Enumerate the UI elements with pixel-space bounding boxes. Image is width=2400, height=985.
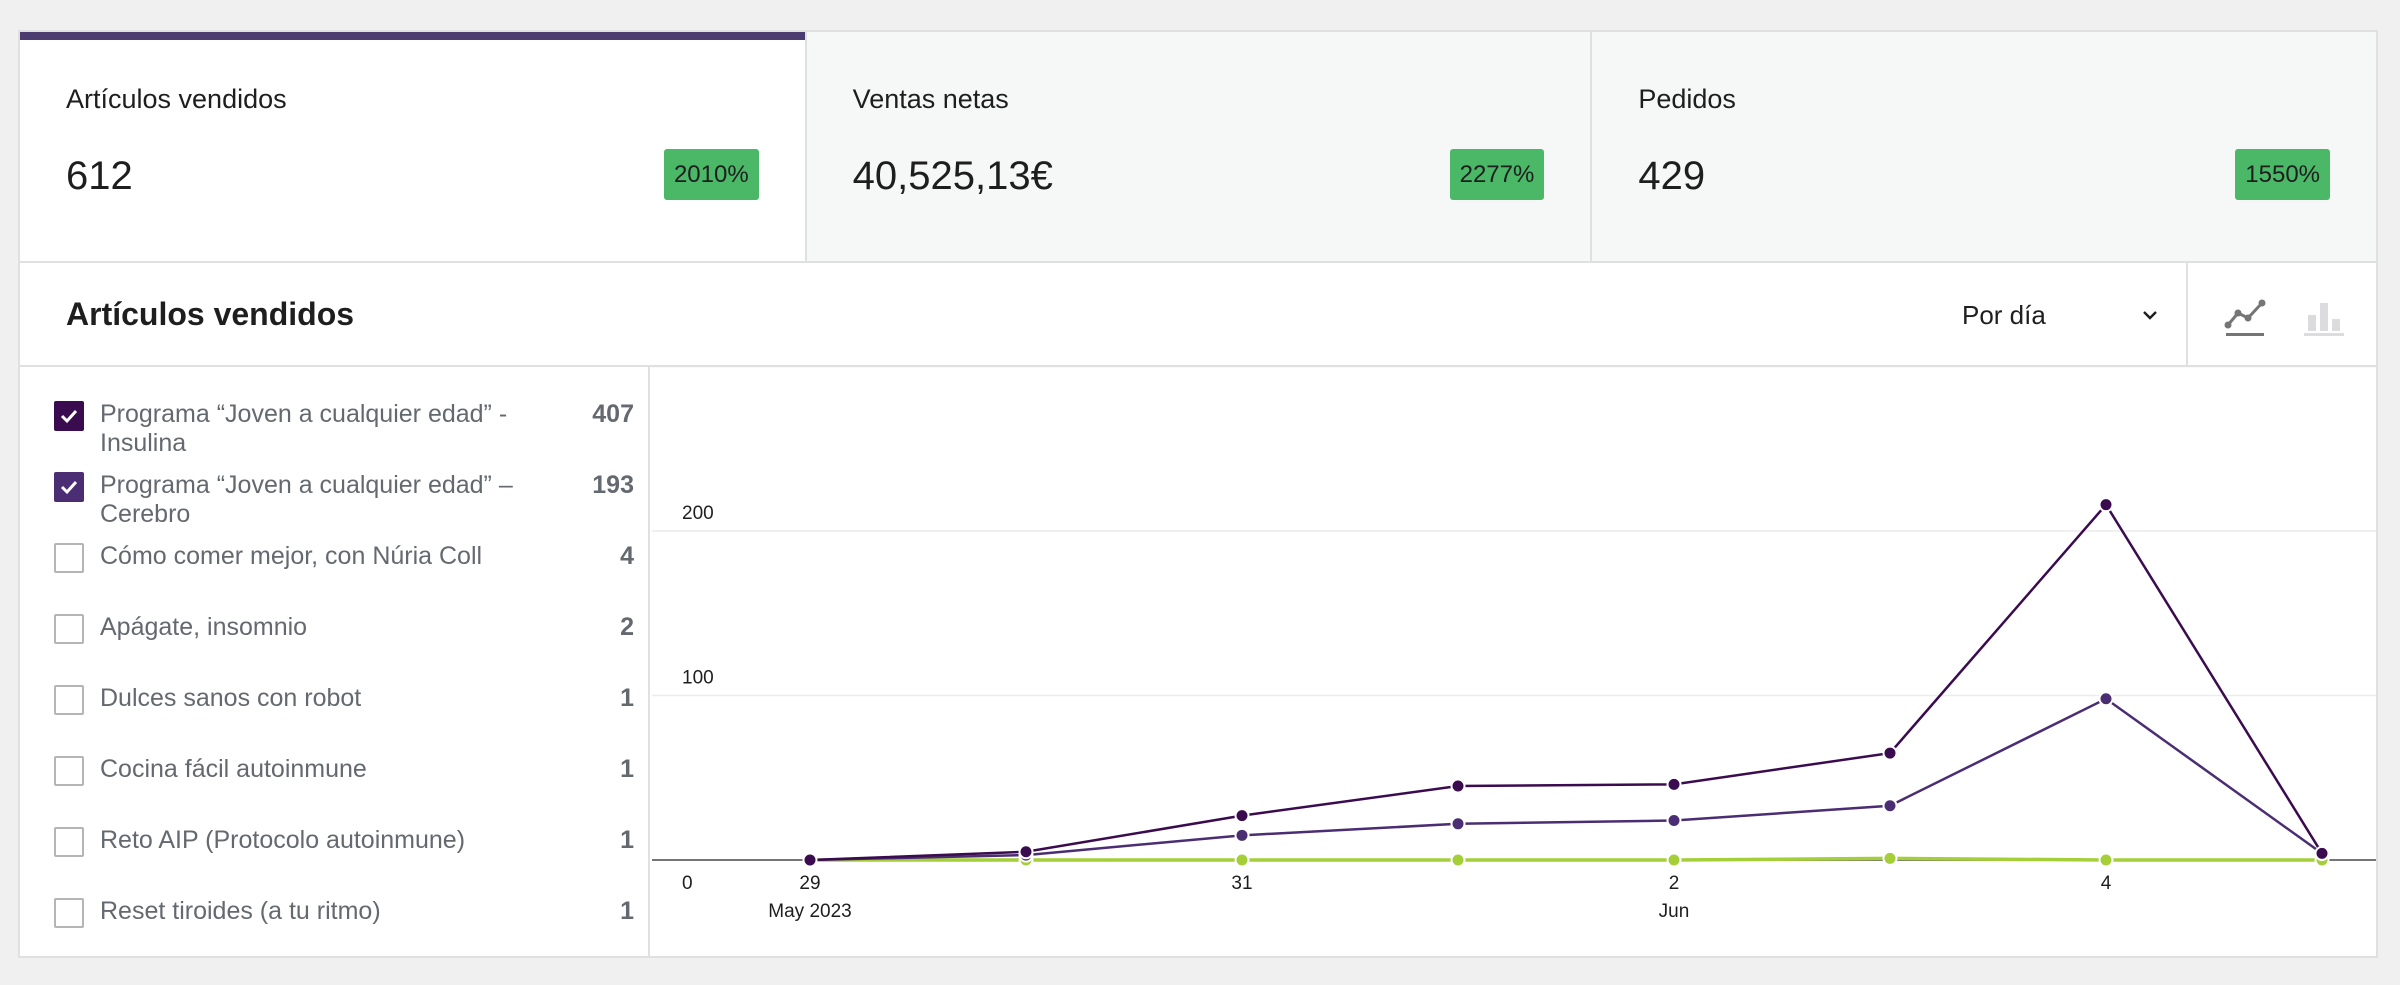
legend-item-value: 1 <box>620 684 634 712</box>
x-tick-label: 2 <box>1669 873 1680 894</box>
report-panel: Artículos vendidos 612 2010% Ventas neta… <box>18 30 2378 958</box>
x-tick-sublabel: Jun <box>1659 901 1690 922</box>
data-point <box>2314 845 2330 861</box>
data-point <box>1882 850 1898 866</box>
checkbox[interactable] <box>54 756 84 786</box>
x-tick-label: 29 <box>799 873 820 894</box>
legend-item[interactable]: Reto AIP (Protocolo autoinmune) 1 <box>54 826 634 857</box>
legend-item-label: Programa “Joven a cualquier edad” - Insu… <box>100 400 508 457</box>
card-label: Ventas netas <box>852 84 1009 114</box>
y-tick-label: 0 <box>682 873 693 894</box>
data-point <box>1234 808 1250 824</box>
series-line <box>809 502 2324 862</box>
checkbox[interactable] <box>54 827 84 857</box>
summary-card-net-sales[interactable]: Ventas netas 40,525,13€ 2277% <box>804 32 1591 261</box>
chart-title: Artículos vendidos <box>66 296 355 332</box>
series-line <box>810 856 2322 862</box>
delta-badge: 1550% <box>2235 149 2331 200</box>
data-point <box>1234 852 1250 868</box>
data-point <box>802 852 818 868</box>
line-chart-icon <box>2224 299 2266 336</box>
data-point <box>2098 497 2114 513</box>
legend-item-label: Cómo comer mejor, con Núria Coll <box>100 542 483 570</box>
checkmark-icon <box>60 480 78 495</box>
legend-item-value: 1 <box>620 897 634 925</box>
legend-item-label: Dulces sanos con robot <box>100 684 362 712</box>
legend-item-label: Reset tiroides (a tu ritmo) <box>100 897 381 925</box>
x-tick-label: 4 <box>2101 873 2112 894</box>
data-point <box>1666 813 1682 829</box>
card-value: 40,525,13€ <box>852 154 1053 198</box>
legend-item[interactable]: Cómo comer mejor, con Núria Coll 4 <box>54 542 634 573</box>
summary-card-orders[interactable]: Pedidos 429 1550% <box>1590 32 2377 261</box>
bar-chart-icon <box>2304 303 2344 336</box>
checkbox-checked[interactable] <box>54 401 84 431</box>
x-tick-sublabel: May 2023 <box>768 901 851 922</box>
card-label: Pedidos <box>1638 84 1736 114</box>
card-label: Artículos vendidos <box>66 84 287 114</box>
data-point <box>1882 798 1898 814</box>
checkmark-icon <box>60 409 78 424</box>
legend-item[interactable]: Dulces sanos con robot 1 <box>54 684 634 715</box>
legend-item[interactable]: Cocina fácil autoinmune 1 <box>54 755 634 786</box>
checkbox[interactable] <box>54 685 84 715</box>
chevron-down-icon <box>2143 311 2157 320</box>
checkbox[interactable] <box>54 898 84 928</box>
legend-item-label: Reto AIP (Protocolo autoinmune) <box>100 826 466 854</box>
data-point <box>1450 778 1466 794</box>
legend-item-label: Cocina fácil autoinmune <box>100 755 367 783</box>
data-point <box>1234 827 1250 843</box>
bar-chart-button[interactable] <box>2300 291 2348 339</box>
legend-item[interactable]: Programa “Joven a cualquier edad” - Insu… <box>54 400 634 458</box>
legend-item[interactable]: Reset tiroides (a tu ritmo) 1 <box>54 897 634 928</box>
delta-badge: 2010% <box>663 149 759 200</box>
legend-item-value: 1 <box>620 826 634 854</box>
data-point <box>1882 745 1898 761</box>
data-point <box>2098 691 2114 707</box>
legend-item[interactable]: Programa “Joven a cualquier edad” – Cere… <box>54 471 634 529</box>
data-point <box>1666 852 1682 868</box>
interval-select-value: Por día <box>1962 299 2046 330</box>
delta-badge: 2277% <box>1449 149 1545 200</box>
chart-type-switch <box>2186 263 2376 365</box>
y-tick-label: 200 <box>682 503 714 524</box>
checkbox-checked[interactable] <box>54 472 84 502</box>
legend-item[interactable]: Apágate, insomnio 2 <box>54 613 634 644</box>
summary-card-items-sold[interactable]: Artículos vendidos 612 2010% <box>20 32 805 261</box>
x-tick-label: 31 <box>1231 873 1252 894</box>
checkbox[interactable] <box>54 543 84 573</box>
data-point <box>1450 852 1466 868</box>
data-point <box>1666 776 1682 792</box>
data-point <box>1018 844 1034 860</box>
legend-item-value: 1 <box>620 755 634 783</box>
y-tick-label: 100 <box>682 668 714 689</box>
data-point <box>2098 852 2114 868</box>
card-value: 612 <box>66 154 133 198</box>
legend-item-label: Apágate, insomnio <box>100 613 308 641</box>
legend-item-value: 407 <box>592 400 634 428</box>
summary-cards: Artículos vendidos 612 2010% Ventas neta… <box>20 32 2377 263</box>
card-value: 429 <box>1638 154 1706 198</box>
legend-item-label: Programa “Joven a cualquier edad” – Cere… <box>100 471 513 528</box>
interval-select[interactable]: Por día <box>1962 291 2162 339</box>
chart-header: Artículos vendidos Por día <box>20 263 2376 367</box>
line-chart-button[interactable] <box>2222 291 2270 339</box>
checkbox[interactable] <box>54 614 84 644</box>
series-line <box>809 697 2323 862</box>
legend-item-value: 4 <box>620 542 634 570</box>
legend-item-value: 193 <box>592 471 634 499</box>
data-point <box>1450 816 1466 832</box>
chart-legend: Programa “Joven a cualquier edad” - Insu… <box>20 367 650 958</box>
legend-item-value: 2 <box>620 613 634 641</box>
